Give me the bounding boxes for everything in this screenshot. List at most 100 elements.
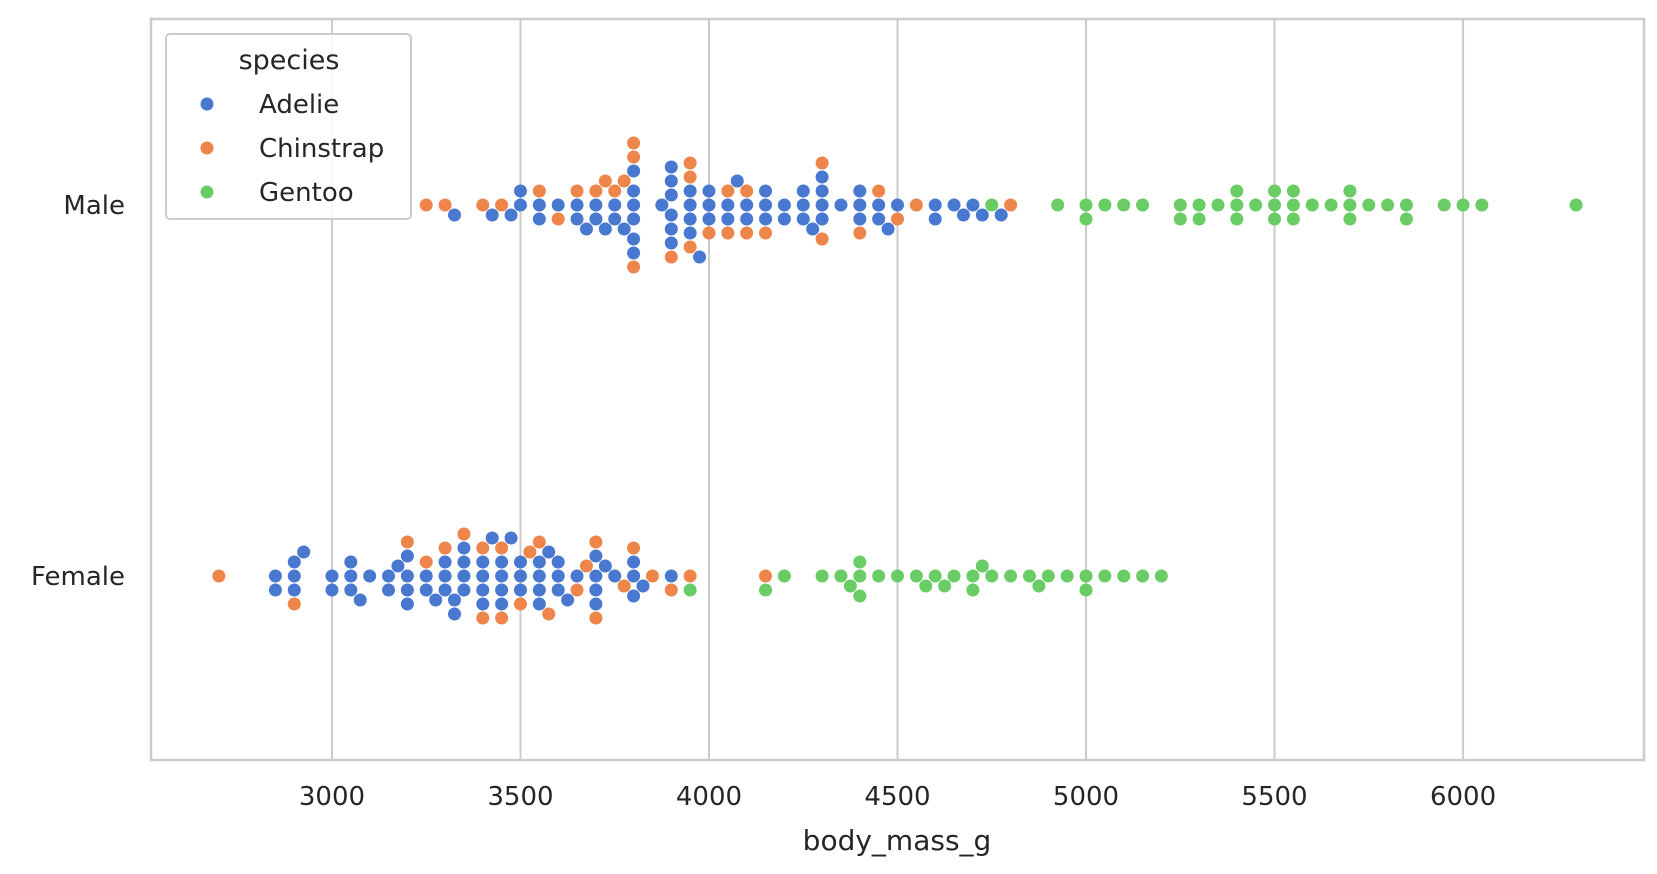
data-point-gentoo [853, 569, 867, 583]
data-point-adelie [504, 208, 518, 222]
data-point-adelie [551, 198, 565, 212]
data-point-adelie [617, 222, 631, 236]
swarm-points [212, 136, 1583, 625]
data-point-chinstrap [495, 198, 509, 212]
data-point-gentoo [1268, 212, 1282, 226]
data-point-chinstrap [608, 184, 622, 198]
data-point-adelie [730, 174, 744, 188]
data-point-gentoo [1268, 184, 1282, 198]
data-point-chinstrap [523, 545, 537, 559]
data-point-chinstrap [627, 260, 641, 274]
data-point-chinstrap [542, 607, 556, 621]
data-point-adelie [834, 198, 848, 212]
data-point-chinstrap [532, 535, 546, 549]
data-point-adelie [457, 555, 471, 569]
data-point-adelie [485, 531, 499, 545]
data-point-chinstrap [476, 541, 490, 555]
data-point-chinstrap [579, 559, 593, 573]
data-point-chinstrap [683, 569, 697, 583]
data-point-adelie [853, 184, 867, 198]
data-point-adelie [721, 198, 735, 212]
data-point-adelie [627, 589, 641, 603]
data-point-adelie [532, 212, 546, 226]
data-point-adelie [664, 160, 678, 174]
data-point-gentoo [985, 569, 999, 583]
data-point-adelie [287, 569, 301, 583]
data-point-chinstrap [815, 156, 829, 170]
x-tick-label: 6000 [1430, 782, 1496, 812]
data-point-gentoo [1004, 569, 1018, 583]
data-point-gentoo [1569, 198, 1583, 212]
data-point-gentoo [947, 569, 961, 583]
data-point-gentoo [1051, 198, 1065, 212]
data-point-chinstrap [627, 136, 641, 150]
data-point-adelie [513, 569, 527, 583]
data-point-adelie [382, 583, 396, 597]
data-point-adelie [495, 555, 509, 569]
data-point-adelie [419, 583, 433, 597]
data-point-adelie [740, 198, 754, 212]
data-point-adelie [683, 212, 697, 226]
data-point-adelie [495, 597, 509, 611]
data-point-chinstrap [759, 569, 773, 583]
data-point-gentoo [1399, 198, 1413, 212]
data-point-adelie [721, 212, 735, 226]
legend-box [165, 33, 412, 220]
data-point-adelie [853, 198, 867, 212]
data-point-chinstrap [589, 611, 603, 625]
data-point-chinstrap [872, 184, 886, 198]
data-point-gentoo [1154, 569, 1168, 583]
data-point-adelie [664, 222, 678, 236]
data-point-gentoo [815, 569, 829, 583]
data-point-adelie [815, 170, 829, 184]
data-point-gentoo [928, 569, 942, 583]
data-point-gentoo [1079, 198, 1093, 212]
data-point-chinstrap [617, 174, 631, 188]
legend-marker-adelie [200, 97, 214, 111]
data-point-adelie [438, 555, 452, 569]
data-point-adelie [702, 212, 716, 226]
legend-label-gentoo: Gentoo [259, 178, 354, 208]
data-point-adelie [344, 555, 358, 569]
data-point-gentoo [1079, 569, 1093, 583]
data-point-adelie [975, 208, 989, 222]
data-point-adelie [683, 226, 697, 240]
data-point-adelie [853, 212, 867, 226]
data-point-adelie [702, 184, 716, 198]
data-point-adelie [589, 212, 603, 226]
data-point-gentoo [683, 583, 697, 597]
data-point-adelie [589, 198, 603, 212]
data-point-adelie [532, 569, 546, 583]
data-point-adelie [429, 593, 443, 607]
data-point-gentoo [1022, 569, 1036, 583]
data-point-adelie [664, 174, 678, 188]
plot-frame [149, 17, 1646, 762]
data-point-chinstrap [495, 611, 509, 625]
data-point-gentoo [1079, 583, 1093, 597]
data-point-chinstrap [891, 212, 904, 226]
data-point-gentoo [1230, 212, 1244, 226]
data-point-adelie [759, 198, 773, 212]
x-tick-label: 4500 [864, 782, 930, 812]
data-point-chinstrap [683, 156, 697, 170]
data-point-adelie [664, 569, 678, 583]
data-point-adelie [627, 184, 641, 198]
data-point-adelie [551, 583, 565, 597]
data-point-gentoo [1249, 198, 1263, 212]
data-point-gentoo [1136, 569, 1150, 583]
data-point-chinstrap [909, 198, 923, 212]
data-point-chinstrap [438, 541, 452, 555]
data-point-adelie [664, 188, 678, 202]
x-axis-title: body_mass_g [803, 824, 992, 857]
data-point-gentoo [1286, 212, 1300, 226]
data-point-chinstrap [598, 174, 612, 188]
data-point-adelie [806, 222, 820, 236]
data-point-adelie [956, 208, 970, 222]
data-point-chinstrap [627, 541, 641, 555]
data-point-adelie [325, 569, 339, 583]
data-point-gentoo [919, 579, 933, 593]
data-point-adelie [815, 198, 829, 212]
data-point-chinstrap [683, 240, 697, 254]
data-point-adelie [655, 198, 669, 212]
